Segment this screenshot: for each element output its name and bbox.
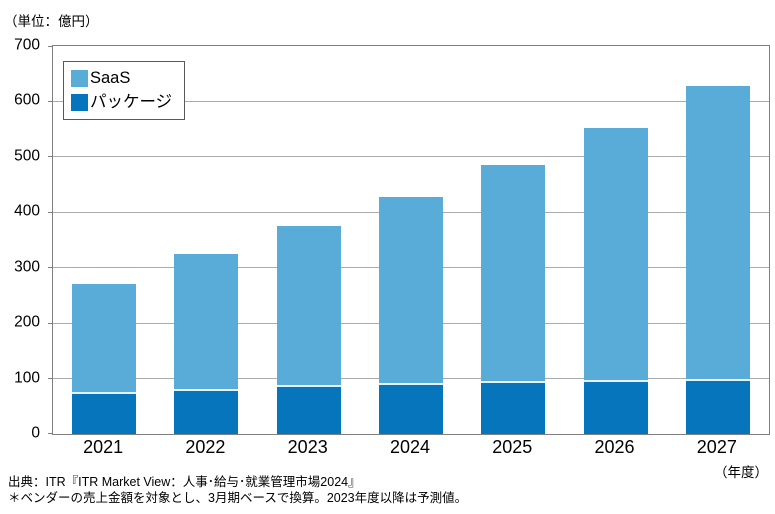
x-tick-label-2024: 2024: [389, 437, 430, 457]
y-tick-label-300: 300: [14, 257, 40, 275]
y-axis-tick: [48, 378, 53, 380]
bar-segment-SaaS-2024: [378, 197, 443, 384]
bar-segment-パッケージ-2021: [72, 391, 137, 434]
bar-segment-パッケージ-2027: [685, 378, 750, 434]
bar-segment-SaaS-2021: [72, 284, 137, 392]
method-note: ＊ベンダーの売上金額を対象とし、3月期ベースで換算。2023年度以降は予測値。: [8, 491, 468, 505]
bar-segment-SaaS-2026: [583, 128, 648, 381]
y-axis-tick: [48, 211, 53, 213]
x-tick-label-2027: 2027: [696, 437, 737, 457]
bar-group-2024: [360, 46, 462, 434]
bar-segment-SaaS-2027: [685, 85, 750, 379]
x-axis-unit-label: （年度）: [714, 465, 768, 480]
bar-segment-パッケージ-2026: [583, 380, 648, 434]
legend: SaaS パッケージ: [63, 61, 186, 120]
bars-row: [53, 46, 769, 434]
x-tick-label-2023: 2023: [287, 437, 328, 457]
gridline-500: [53, 156, 769, 158]
bar-segment-パッケージ-2022: [174, 388, 239, 434]
y-tick-label-400: 400: [14, 202, 40, 220]
legend-entry-package: パッケージ: [71, 90, 172, 114]
x-tick-label-2026: 2026: [594, 437, 635, 457]
bar-segment-パッケージ-2025: [481, 381, 546, 434]
x-tick-label-2021: 2021: [83, 437, 124, 457]
y-tick-label-100: 100: [14, 368, 40, 386]
bar-segment-パッケージ-2023: [276, 385, 341, 434]
x-tick-label-2025: 2025: [492, 437, 533, 457]
y-tick-label-500: 500: [14, 147, 40, 165]
legend-entry-saas: SaaS: [71, 66, 172, 90]
legend-label-package: パッケージ: [90, 92, 173, 111]
y-tick-label-700: 700: [14, 36, 40, 54]
bar-segment-パッケージ-2024: [378, 383, 443, 434]
source-note: 出典：ITR『ITR Market View：人事･給与･就業管理市場2024』: [8, 475, 361, 489]
y-tick-label-0: 0: [31, 424, 40, 442]
bar-segment-SaaS-2023: [276, 226, 341, 386]
y-tick-label-200: 200: [14, 313, 40, 331]
bar-group-2023: [258, 46, 360, 434]
bar-group-2026: [564, 46, 666, 434]
plot-area: SaaS パッケージ: [48, 45, 770, 435]
x-tick-label-2022: 2022: [185, 437, 226, 457]
y-axis-tick: [48, 322, 53, 324]
package-swatch-icon: [71, 93, 88, 111]
legend-label-saas: SaaS: [90, 68, 131, 87]
bar-group-2025: [462, 46, 564, 434]
y-axis-tick: [48, 433, 53, 434]
gridline-600: [53, 100, 769, 102]
bar-segment-SaaS-2025: [481, 165, 546, 382]
bar-group-2022: [155, 46, 257, 434]
y-axis-tick: [48, 267, 53, 269]
y-axis: 0 100 200 300 400 500 600 700: [0, 37, 46, 440]
y-axis-tick: [48, 46, 53, 47]
x-axis-labels: 2021 2022 2023 2024 2025 2026 2027: [52, 437, 768, 458]
y-axis-tick: [48, 100, 53, 102]
y-tick-label-600: 600: [14, 91, 40, 109]
y-axis-tick: [48, 156, 53, 158]
bar-group-2021: [53, 46, 155, 434]
unit-label: （単位：億円）: [4, 14, 99, 29]
footnotes: 出典：ITR『ITR Market View：人事･給与･就業管理市場2024』…: [8, 474, 467, 506]
saas-swatch-icon: [71, 69, 88, 87]
bar-segment-SaaS-2022: [174, 253, 239, 389]
bar-group-2027: [667, 46, 769, 434]
